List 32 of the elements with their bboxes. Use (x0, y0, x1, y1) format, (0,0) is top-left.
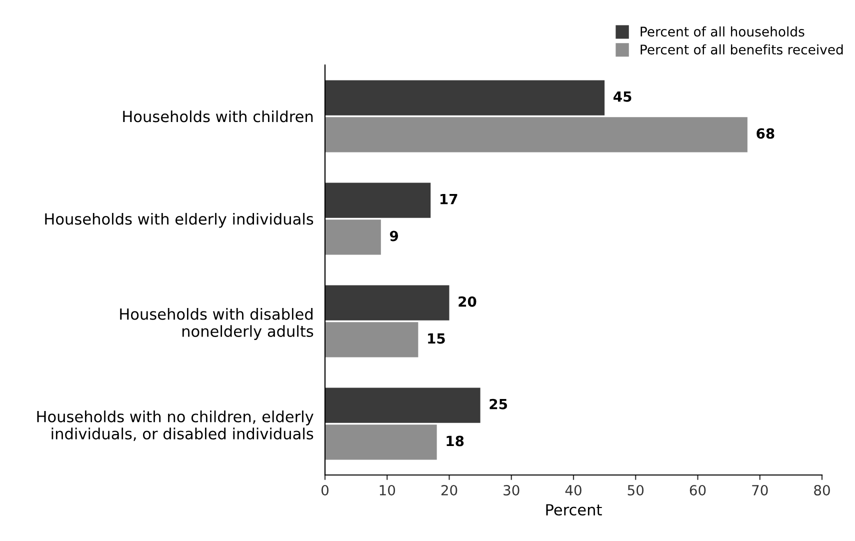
x-tick-label: 40 (565, 484, 582, 496)
x-tick-label: 70 (752, 484, 768, 496)
data-label: 9 (390, 230, 398, 242)
x-tick-label: 60 (690, 484, 706, 496)
x-tick-label: 10 (380, 484, 396, 496)
legend-label: Percent of all households (640, 26, 804, 37)
bar (325, 424, 437, 460)
x-tick-label: 0 (321, 484, 328, 496)
data-label: 18 (446, 436, 464, 446)
x-axis-title: Percent (546, 504, 602, 516)
y-tick-label: Households with disabled nonelderly adults (120, 308, 314, 340)
x-tick-label: 30 (504, 484, 520, 496)
bar (325, 182, 431, 218)
bar (325, 220, 381, 255)
x-tick-label: 80 (814, 484, 830, 496)
bar (325, 117, 748, 152)
x-tick-label: 20 (441, 484, 458, 496)
x-tick-label: 50 (628, 484, 644, 496)
legend-label: Percent of all benefits received (640, 44, 843, 55)
y-tick-label: Households with children (123, 110, 313, 122)
bar (325, 322, 418, 358)
data-label: 17 (440, 194, 458, 204)
data-label: 15 (428, 333, 445, 344)
data-label: 25 (490, 398, 508, 410)
y-tick-label: Households with elderly individuals (45, 212, 314, 228)
data-label: 20 (458, 296, 476, 307)
data-label: 45 (614, 92, 632, 102)
bar (325, 285, 450, 320)
bar (325, 388, 480, 423)
data-label: 68 (756, 128, 774, 139)
bar (325, 80, 605, 116)
y-tick-label: Households with no children, elderly individuals, or disabled individuals (37, 410, 314, 442)
